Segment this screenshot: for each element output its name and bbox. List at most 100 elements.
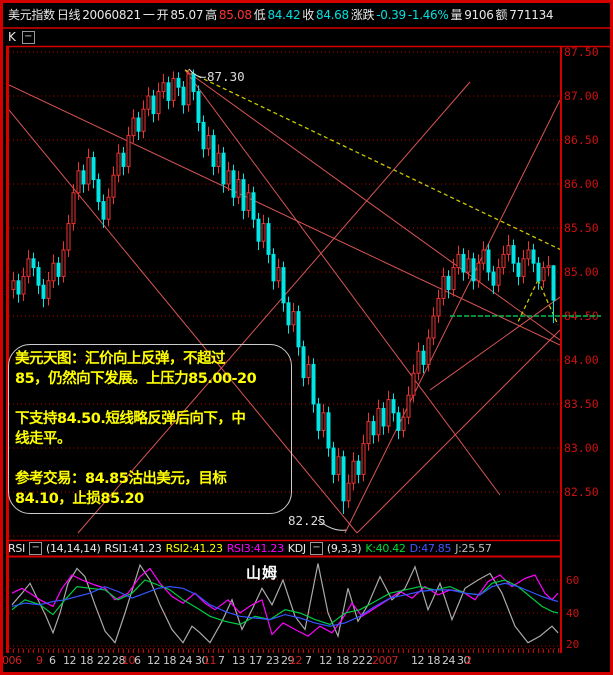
candlestick — [531, 249, 536, 264]
date-label: 18 — [336, 654, 350, 667]
candlestick — [241, 179, 246, 211]
candlestick — [486, 249, 491, 273]
candlestick — [391, 399, 396, 414]
candlestick — [331, 447, 336, 475]
quote-field: 84.42 — [267, 8, 301, 22]
candlestick — [26, 258, 31, 277]
indicator-value: (9,3,3) — [326, 541, 362, 555]
price-axis-label: 86.00 — [564, 177, 599, 191]
candlestick — [536, 262, 541, 282]
candlestick — [506, 245, 511, 255]
price-axis-label: 87.50 — [564, 45, 599, 59]
indicator-axis-label: 20 — [566, 638, 579, 651]
date-label: 12 — [289, 654, 303, 667]
date-label: 006 — [2, 654, 22, 667]
candlestick — [286, 302, 291, 326]
quote-field: 涨跌 — [350, 8, 375, 22]
candlestick — [511, 245, 516, 264]
candlestick — [36, 267, 41, 286]
candlestick — [301, 346, 306, 379]
indicator-line-J — [11, 563, 559, 644]
minus-box-icon[interactable] — [21, 30, 35, 44]
candlestick — [216, 152, 221, 167]
indicator-value: RSI1:41.23 — [104, 541, 162, 555]
quote-field: 20060821 — [82, 8, 141, 22]
candlestick — [461, 253, 466, 273]
candlestick — [276, 267, 281, 282]
candlestick — [521, 258, 526, 277]
candlestick — [31, 258, 36, 269]
candlestick — [106, 196, 111, 220]
candlestick — [306, 363, 311, 379]
minus-box-icon[interactable] — [28, 541, 42, 555]
candlestick — [446, 275, 451, 291]
indicator-line-D — [11, 582, 559, 627]
candlestick — [386, 399, 391, 427]
quote-field: 开 — [156, 8, 169, 22]
candlestick — [451, 267, 456, 291]
quote-field: 额 — [495, 8, 508, 22]
k-panel-label: K — [8, 30, 16, 44]
note-line: 线走平。 — [15, 431, 72, 447]
price-axis-label: 83.00 — [564, 441, 599, 455]
date-label: 12 — [147, 654, 161, 667]
k-panel-header: K — [8, 30, 35, 44]
candlestick — [96, 179, 101, 203]
date-label: 12 — [319, 654, 333, 667]
price-annotation: 82.25 — [288, 513, 326, 528]
quote-field: 9106 — [464, 8, 494, 22]
quote-field: 低 — [253, 8, 266, 22]
date-label: 6 — [49, 654, 56, 667]
candlestick — [236, 179, 241, 198]
candlestick — [66, 223, 71, 251]
candlestick — [246, 192, 251, 211]
date-label: 13 — [232, 654, 246, 667]
candlestick — [121, 152, 126, 167]
quote-field: 收 — [302, 8, 314, 22]
candlestick — [16, 280, 21, 295]
candlestick — [466, 258, 471, 273]
candlestick — [51, 262, 56, 282]
date-label: 11 — [203, 654, 217, 667]
candlestick — [11, 280, 16, 291]
price-axis-label: 85.50 — [564, 221, 599, 235]
candlestick — [21, 275, 26, 295]
candlestick — [136, 117, 141, 132]
candlestick — [341, 456, 346, 502]
candlestick — [261, 223, 266, 242]
candlestick — [166, 82, 171, 101]
candlestick — [111, 174, 116, 198]
date-label: 28 — [112, 654, 126, 667]
price-axis-label: 86.50 — [564, 133, 599, 147]
candlestick — [176, 77, 181, 88]
candlestick — [131, 117, 136, 137]
date-label: 29 — [281, 654, 295, 667]
indicator-axis-label: 60 — [566, 574, 579, 587]
quote-title-bar: 美元指数 日线 20060821 一开 85.07 高 85.08 低 84.42 收 84.68 涨… — [8, 6, 555, 24]
candlestick — [411, 372, 416, 396]
candlestick — [356, 460, 361, 475]
candlestick — [311, 363, 316, 405]
candlestick — [401, 416, 406, 431]
date-label: 17 — [249, 654, 263, 667]
note-line: 下支持84.50.短线略反弹后向下，中 — [15, 411, 246, 427]
candlestick — [86, 157, 91, 185]
quote-field: 高 — [205, 8, 217, 22]
indicator-line-RSI3 — [11, 567, 559, 637]
date-axis: 006 9 6 12 18 22 28 10 6 12 18 24 30 11 7 13 17 23 29 12 7 12… — [0, 654, 613, 669]
date-label: 30 — [195, 654, 209, 667]
candlestick — [61, 249, 66, 277]
candlestick — [196, 91, 201, 123]
date-label: 7 — [218, 654, 225, 667]
quote-field: 一 — [142, 8, 155, 22]
candlestick — [426, 337, 431, 365]
candlestick — [206, 135, 211, 150]
candlestick — [456, 253, 461, 269]
candlestick — [226, 170, 231, 185]
candlestick — [416, 350, 421, 374]
candlestick — [156, 91, 161, 115]
candlestick — [256, 218, 261, 242]
price-axis-label: 87.00 — [564, 89, 599, 103]
minus-box-icon[interactable] — [309, 541, 323, 555]
